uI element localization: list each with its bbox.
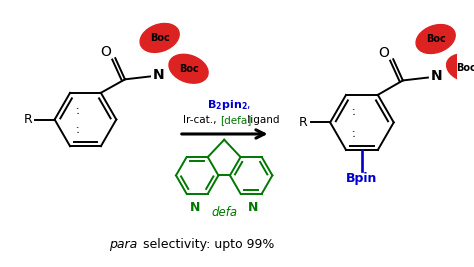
Text: Ir-cat.,: Ir-cat., (183, 116, 220, 125)
Text: Boc: Boc (456, 63, 474, 73)
Text: Boc: Boc (150, 33, 170, 43)
Text: R: R (299, 116, 308, 129)
Text: :: : (351, 105, 356, 119)
Text: para: para (109, 238, 137, 251)
Text: Boc: Boc (426, 34, 446, 44)
Text: selectivity: upto 99%: selectivity: upto 99% (139, 238, 275, 251)
Text: R: R (23, 113, 32, 126)
Text: ligand: ligand (244, 116, 280, 125)
Text: Bpin: Bpin (346, 172, 378, 185)
Text: [defa]: [defa] (220, 116, 251, 125)
Text: defa: defa (211, 206, 237, 219)
Ellipse shape (416, 25, 455, 53)
Ellipse shape (169, 54, 208, 83)
Ellipse shape (447, 54, 474, 82)
Text: N: N (190, 201, 201, 214)
Text: Boc: Boc (179, 64, 199, 74)
Text: O: O (100, 45, 111, 59)
Text: N: N (248, 201, 258, 214)
Text: :: : (75, 103, 81, 117)
Text: N: N (431, 69, 442, 83)
Text: O: O (378, 46, 389, 60)
Text: :: : (75, 123, 81, 136)
Text: :: : (351, 126, 356, 140)
Text: N: N (153, 68, 164, 81)
Ellipse shape (140, 23, 179, 52)
Text: $\mathbf{B_2pin_2}$,: $\mathbf{B_2pin_2}$, (208, 98, 252, 112)
